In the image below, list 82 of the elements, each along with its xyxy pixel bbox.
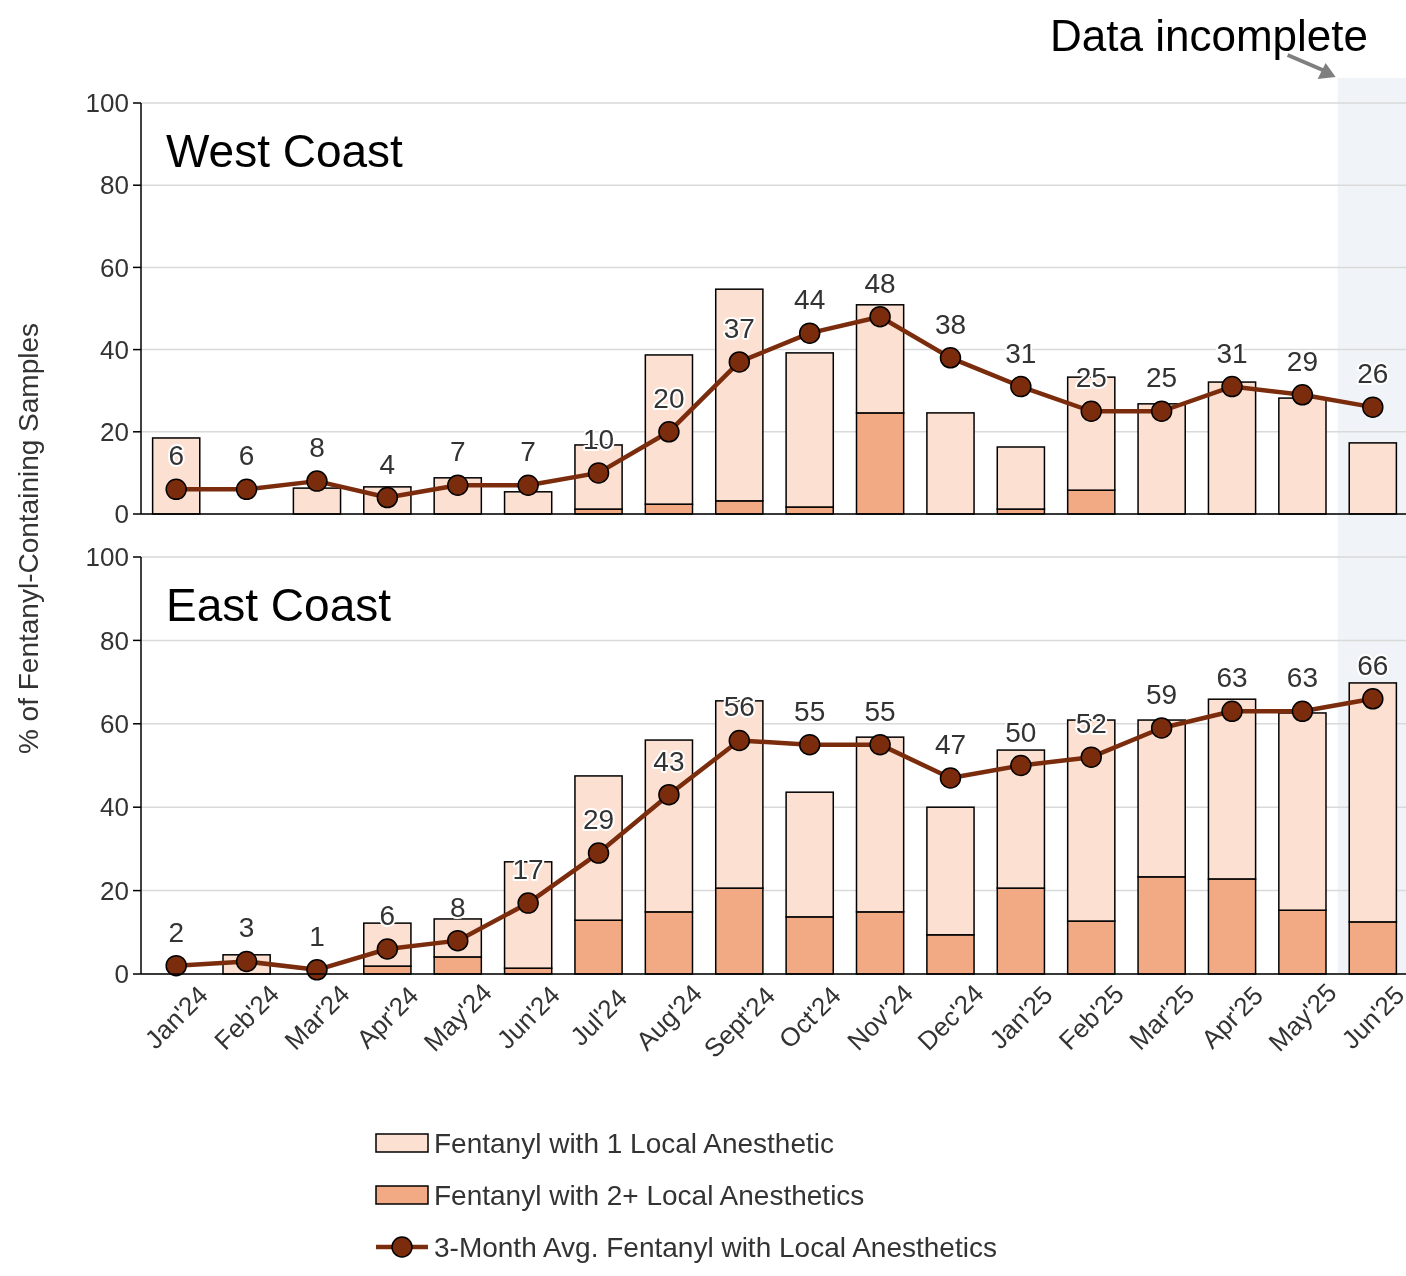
y-tick-label: 0 (114, 499, 129, 530)
point (939, 347, 962, 369)
data-label: 50 (1005, 716, 1037, 748)
point (1291, 384, 1314, 406)
data-label: 20 (653, 382, 685, 414)
data-label: 43 (653, 745, 685, 777)
data-label: 44 (794, 284, 826, 316)
data-label: 31 (1216, 337, 1248, 369)
point (165, 954, 187, 977)
point (939, 767, 962, 789)
data-label: 66 (1357, 649, 1389, 681)
data-label: 29 (1286, 345, 1318, 377)
y-tick-label: 20 (100, 416, 129, 447)
point (1221, 700, 1243, 723)
point (1362, 396, 1384, 418)
point (869, 305, 891, 328)
y-tick-label: 40 (100, 792, 129, 823)
y-tick-label: 60 (100, 252, 129, 283)
data-label: 25 (1146, 362, 1178, 394)
point (658, 421, 680, 443)
point (1010, 375, 1032, 398)
data-label: 48 (864, 267, 896, 299)
point (517, 892, 539, 914)
data-label: 55 (794, 695, 826, 727)
point (165, 478, 187, 501)
data-label: 63 (1286, 662, 1318, 694)
data-label: 29 (582, 804, 615, 836)
legend-label: 3-Month Avg. Fentanyl with Local Anesthetics (434, 1231, 997, 1263)
data-label: 2 (168, 916, 184, 948)
y-tick-label: 80 (100, 625, 129, 656)
point (869, 733, 891, 756)
point (306, 959, 328, 981)
data-label: 8 (449, 891, 466, 923)
data-label: 26 (1357, 358, 1389, 390)
point (235, 950, 258, 973)
y-axis-title: % of Fentanyl-Containing Samples (13, 322, 44, 755)
data-label: 1 (309, 920, 325, 952)
point (798, 322, 821, 344)
y-tick-label: 40 (100, 334, 129, 365)
point (1291, 700, 1314, 723)
y-tick-label: 0 (114, 959, 129, 990)
data-label: 7 (520, 436, 536, 468)
point (235, 478, 258, 501)
band-label: Data incomplete (1050, 11, 1368, 60)
legend-label: Fentanyl with 2+ Local Anesthetics (434, 1179, 865, 1211)
data-label: 6 (238, 440, 255, 472)
data-label: 8 (309, 432, 325, 464)
point (1150, 400, 1173, 422)
point (658, 783, 680, 806)
data-label: 38 (934, 308, 967, 340)
point (306, 470, 328, 492)
y-tick-label: 20 (100, 875, 129, 906)
data-label: 59 (1146, 678, 1178, 710)
data-label: 47 (934, 729, 967, 761)
data-label: 63 (1216, 662, 1248, 694)
point (1221, 375, 1243, 398)
data-label: 4 (379, 448, 396, 480)
point (1080, 746, 1102, 768)
bar (996, 446, 1046, 510)
data-label: 31 (1005, 337, 1037, 369)
y-tick-label: 80 (100, 170, 129, 201)
data-label: 6 (168, 440, 184, 472)
point (728, 351, 751, 373)
point (587, 842, 610, 864)
point (1010, 754, 1032, 777)
data-label: 55 (864, 695, 896, 727)
point (728, 729, 751, 752)
legend-label: Fentanyl with 1 Local Anesthetic (434, 1127, 835, 1159)
point (517, 474, 539, 496)
point (798, 733, 821, 756)
point (1362, 688, 1384, 710)
y-tick-label: 100 (85, 542, 129, 573)
point (1080, 400, 1102, 422)
data-label: 17 (512, 854, 544, 886)
data-label: 37 (723, 312, 755, 344)
data-label: 3 (238, 912, 255, 944)
point (1150, 717, 1173, 739)
y-tick-label: 100 (85, 88, 129, 119)
text: East Coast (166, 579, 392, 631)
text: West Coast (166, 125, 404, 177)
data-label: 7 (449, 436, 466, 468)
y-tick-label: 60 (100, 708, 129, 739)
